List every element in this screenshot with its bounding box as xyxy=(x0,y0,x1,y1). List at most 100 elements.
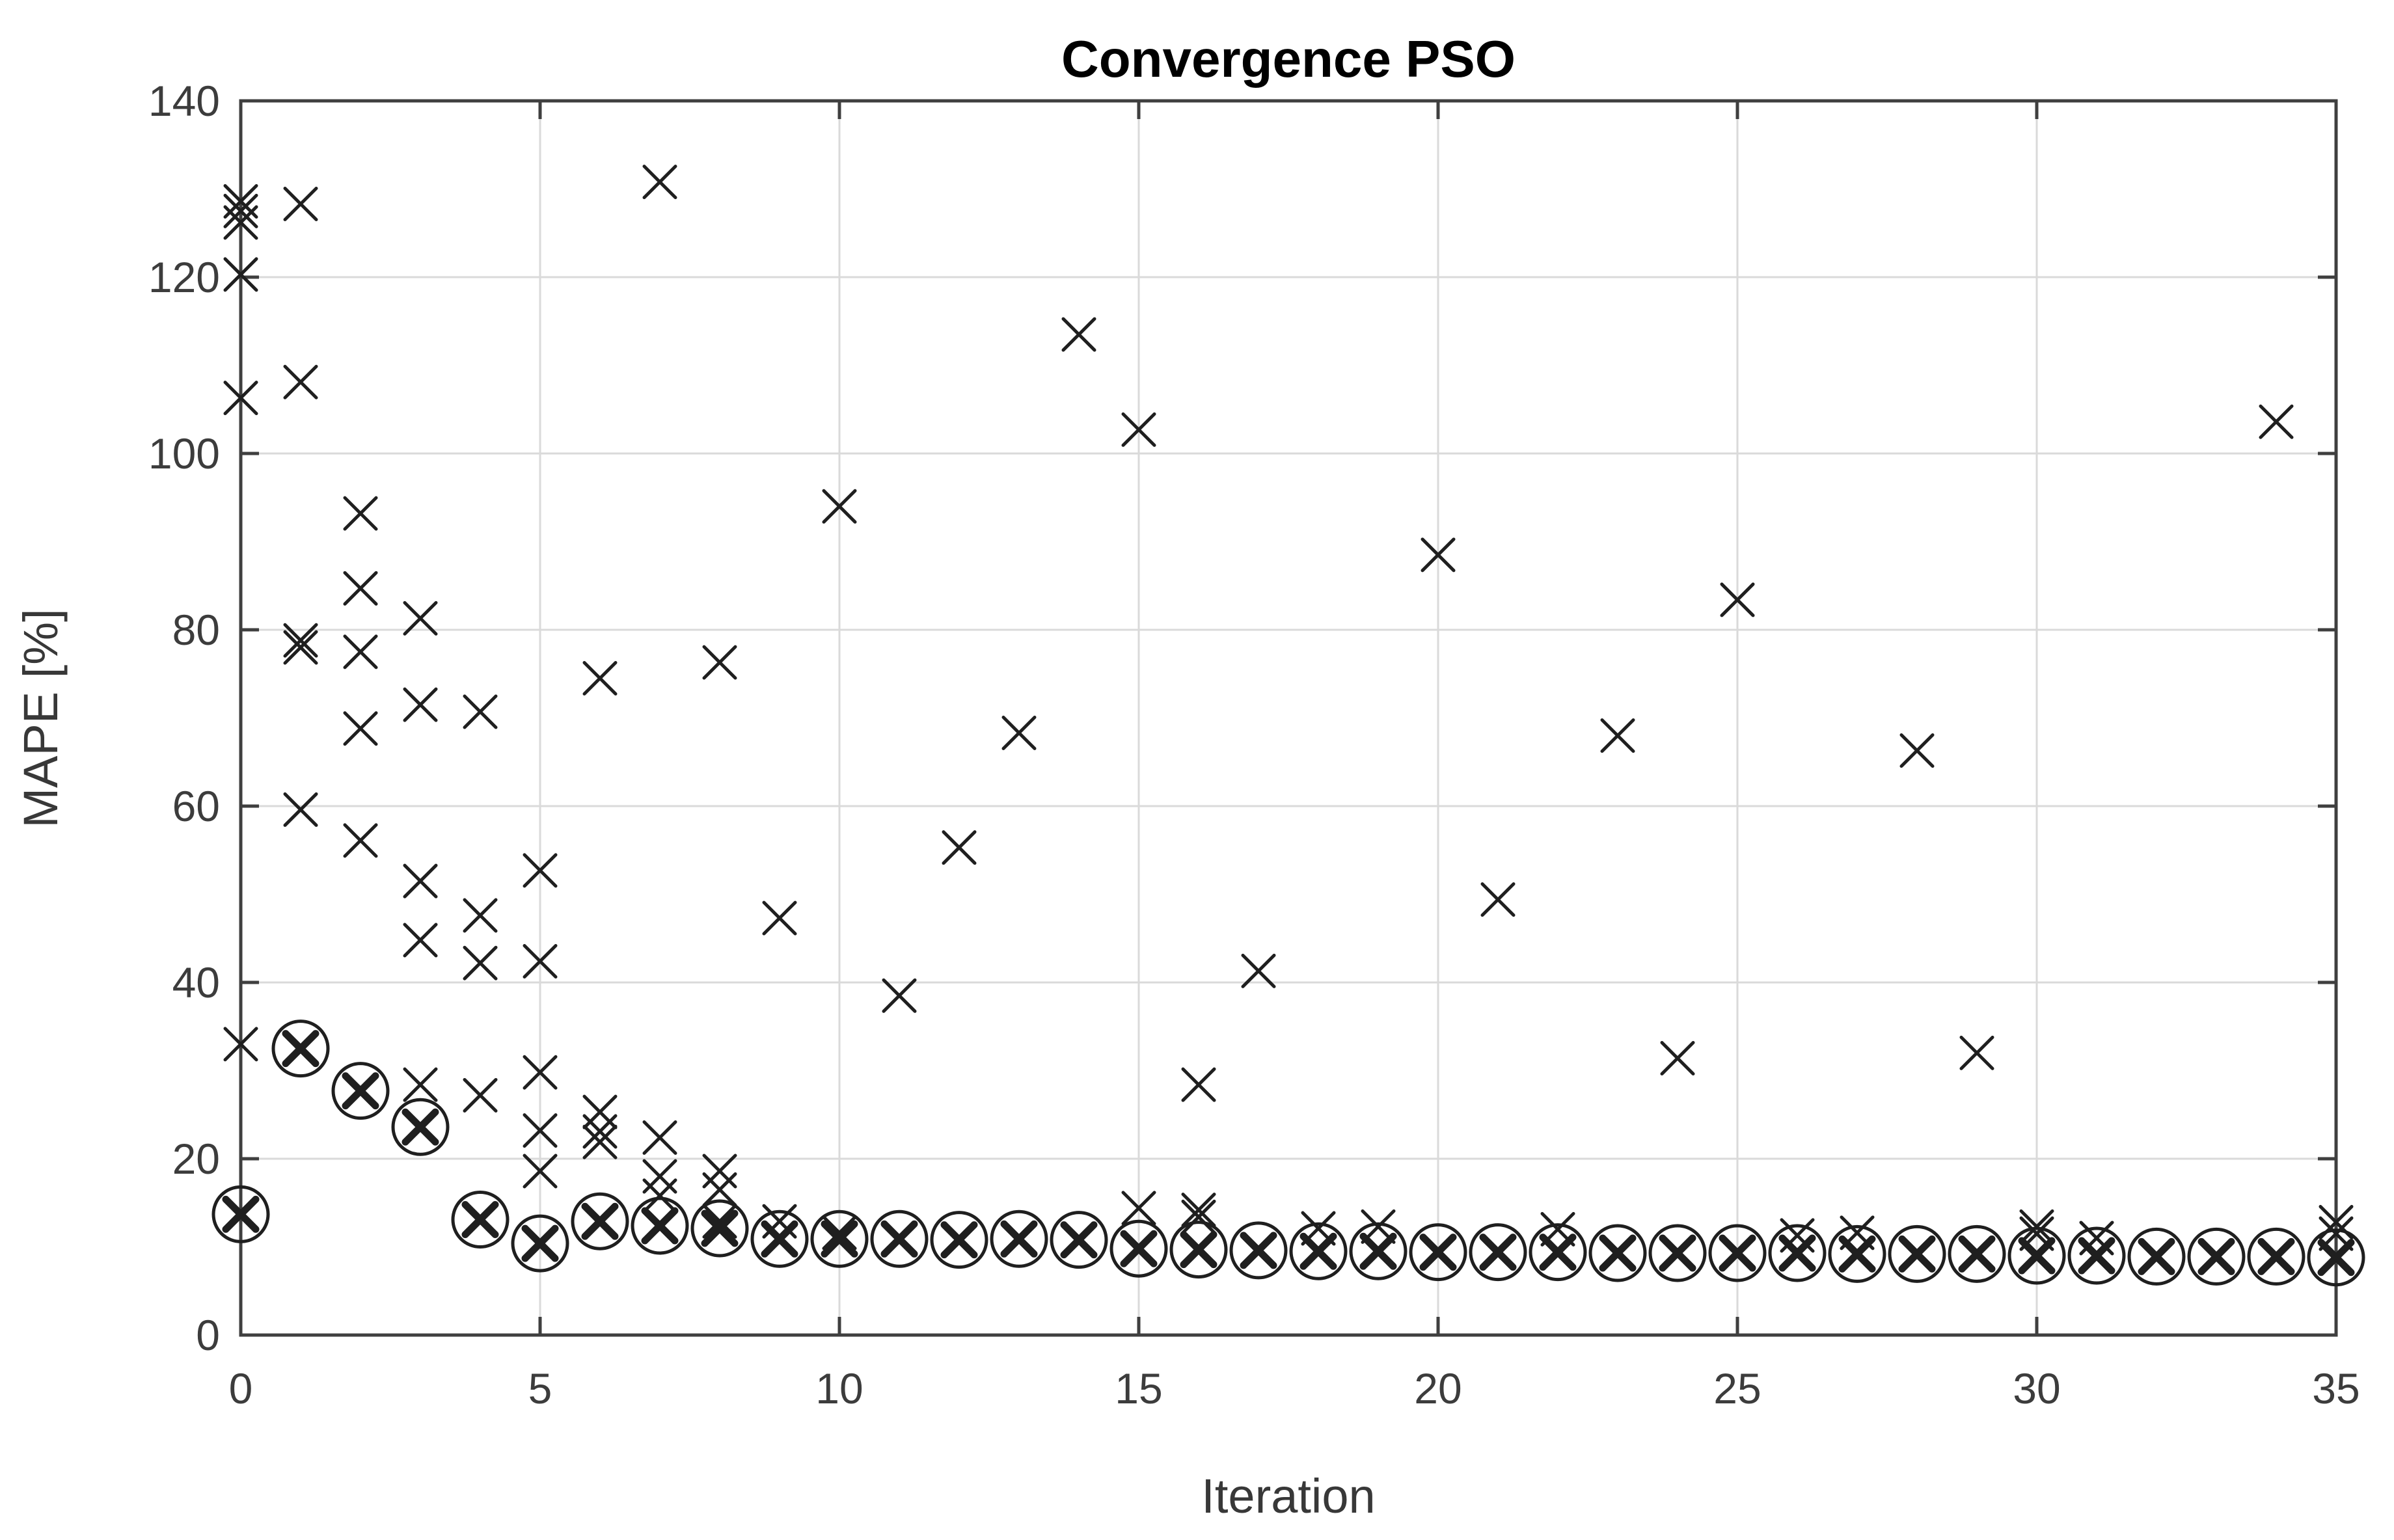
x-marker xyxy=(642,1120,677,1155)
x-marker xyxy=(1181,1193,1216,1228)
best-marker-x xyxy=(2197,1237,2235,1275)
best-marker-circle xyxy=(631,1196,689,1255)
best-marker-x xyxy=(1359,1232,1397,1270)
best-marker-circle xyxy=(1828,1224,1886,1283)
chart-title: Convergence PSO xyxy=(1061,30,1516,88)
x-marker xyxy=(403,687,438,722)
x-marker xyxy=(882,978,917,1013)
best-marker-x xyxy=(1419,1234,1457,1271)
x-marker xyxy=(1600,718,1635,753)
x-tick-label: 35 xyxy=(2312,1364,2360,1412)
x-marker xyxy=(582,1094,618,1129)
best-marker-x xyxy=(761,1220,798,1258)
best-marker-circle xyxy=(571,1192,629,1250)
best-marker-x xyxy=(461,1200,499,1238)
x-marker xyxy=(702,1204,737,1239)
best-marker-x xyxy=(641,1207,679,1245)
best-marker xyxy=(571,1192,629,1250)
x-marker xyxy=(283,630,318,665)
x-marker xyxy=(702,1154,737,1189)
x-marker xyxy=(642,165,677,200)
best-marker xyxy=(211,1185,270,1243)
best-marker-circle xyxy=(2127,1227,2186,1286)
best-marker-circle xyxy=(990,1209,1048,1268)
x-marker xyxy=(1959,1035,1994,1070)
best-marker-x xyxy=(2257,1237,2295,1275)
best-marker xyxy=(1768,1224,1827,1282)
best-marker-circle xyxy=(1289,1222,1348,1280)
best-marker-circle xyxy=(1588,1224,1647,1282)
grid-lines xyxy=(241,101,2336,1335)
x-tick-label: 25 xyxy=(1713,1364,1761,1412)
best-marker-x xyxy=(2018,1237,2056,1275)
best-marker-x xyxy=(880,1220,918,1258)
x-marker xyxy=(1061,317,1096,352)
best-marker xyxy=(331,1062,390,1120)
best-marker-x xyxy=(282,1030,320,1068)
x-marker xyxy=(223,205,258,240)
best-marker xyxy=(1169,1221,1228,1279)
best-marker-x xyxy=(1120,1230,1158,1267)
x-marker xyxy=(463,1077,498,1113)
x-marker xyxy=(343,571,378,606)
best-marker-circle xyxy=(1469,1223,1527,1282)
best-marker xyxy=(1708,1224,1767,1282)
best-marker-circle xyxy=(2247,1227,2306,1286)
best-marker-circle xyxy=(1648,1224,1707,1282)
best-marker-x xyxy=(821,1220,858,1258)
best-marker-circle xyxy=(1229,1221,1288,1280)
best-marker-circle xyxy=(1708,1224,1767,1282)
best-marker xyxy=(1229,1221,1288,1280)
best-marker-x xyxy=(1000,1220,1038,1258)
x-marker xyxy=(1899,733,1935,768)
axis-ticks xyxy=(239,99,2338,1337)
x-marker xyxy=(463,694,498,729)
best-marker-circle xyxy=(511,1214,569,1273)
best-marker-circle xyxy=(2187,1227,2246,1286)
x-marker xyxy=(1720,582,1755,617)
x-tick-label: 0 xyxy=(229,1364,253,1412)
best-marker-circle xyxy=(930,1211,988,1269)
x-marker xyxy=(523,1055,558,1090)
x-marker xyxy=(403,863,438,898)
x-tick-label: 30 xyxy=(2013,1364,2060,1412)
best-marker-circle xyxy=(1768,1224,1827,1282)
best-marker-x xyxy=(1659,1234,1696,1272)
best-marker xyxy=(631,1196,689,1255)
x-marker xyxy=(642,1159,677,1194)
best-marker xyxy=(1469,1223,1527,1282)
best-marker-circle xyxy=(1409,1223,1467,1282)
x-marker xyxy=(942,830,977,865)
y-tick-label: 20 xyxy=(172,1135,220,1183)
x-marker xyxy=(762,900,797,936)
x-marker xyxy=(343,711,378,746)
y-tick-label: 100 xyxy=(148,429,220,478)
x-tick-labels: 0 5 10 15 20 25 30 35 xyxy=(229,1364,2360,1412)
y-tick-label: 140 xyxy=(148,77,220,125)
best-marker-x xyxy=(222,1195,260,1233)
best-marker-x xyxy=(1898,1235,1936,1273)
x-marker xyxy=(283,792,318,827)
x-marker xyxy=(463,945,498,980)
best-marker-x xyxy=(940,1221,978,1259)
best-marker-circle xyxy=(1050,1211,1108,1269)
x-marker xyxy=(523,1154,558,1189)
best-marker-x xyxy=(1838,1235,1876,1273)
x-tick-label: 15 xyxy=(1115,1364,1162,1412)
best-marker-x xyxy=(342,1072,379,1110)
best-marker-circle xyxy=(810,1209,869,1268)
best-marker xyxy=(930,1211,988,1269)
best-marker xyxy=(1948,1224,2006,1283)
best-marker xyxy=(1109,1219,1168,1278)
x-marker xyxy=(403,923,438,958)
best-marker xyxy=(1529,1223,1587,1282)
x-marker xyxy=(283,623,318,658)
best-marker-circle xyxy=(750,1209,809,1268)
best-marker xyxy=(391,1098,450,1156)
x-marker xyxy=(2019,1209,2054,1244)
x-marker xyxy=(1241,953,1276,988)
x-marker xyxy=(223,257,258,292)
best-marker xyxy=(1888,1224,1946,1283)
best-marker xyxy=(511,1214,569,1273)
